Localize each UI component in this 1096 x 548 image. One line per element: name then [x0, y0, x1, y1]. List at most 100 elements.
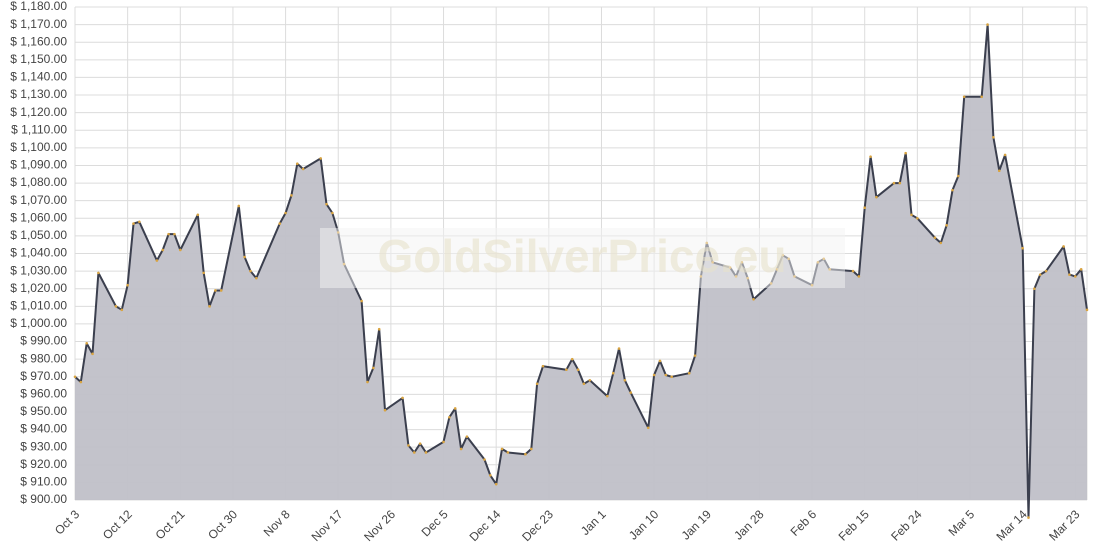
point: [178, 248, 182, 252]
point: [1038, 273, 1042, 276]
x-tick-label: Dec 23: [519, 507, 556, 544]
point: [851, 269, 855, 273]
point: [646, 426, 650, 430]
point: [79, 380, 83, 384]
point: [693, 354, 697, 357]
x-tick-label: Feb 6: [788, 507, 820, 539]
point: [442, 440, 445, 444]
y-tick-label: $ 1,100.00: [10, 140, 67, 154]
watermark-box: [320, 228, 845, 288]
point: [138, 220, 141, 224]
point: [120, 308, 124, 312]
x-tick-label: Jan 10: [626, 507, 662, 543]
point: [126, 283, 129, 287]
point: [535, 382, 539, 386]
point: [875, 195, 878, 199]
y-tick-label: $ 1,160.00: [10, 34, 67, 48]
point: [418, 442, 422, 445]
point: [249, 269, 252, 273]
point: [576, 368, 580, 372]
point: [319, 157, 322, 160]
y-tick-label: $ 950.00: [20, 404, 67, 418]
y-tick-label: $ 1,050.00: [10, 228, 67, 242]
point: [255, 276, 258, 280]
point: [173, 232, 176, 236]
x-tick-label: Nov 26: [361, 507, 398, 544]
point: [992, 135, 995, 139]
point: [448, 415, 451, 419]
point: [892, 181, 896, 185]
point: [91, 352, 94, 356]
point: [997, 169, 1001, 173]
point: [465, 435, 469, 438]
point: [687, 371, 691, 375]
point: [582, 382, 586, 386]
y-tick-label: $ 920.00: [20, 457, 67, 471]
point: [933, 236, 937, 239]
y-tick-label: $ 960.00: [20, 387, 67, 401]
watermark: GoldSilverPrice.eu: [377, 230, 786, 282]
point: [97, 271, 100, 275]
point: [1074, 275, 1077, 278]
point: [167, 232, 170, 236]
point: [372, 366, 375, 370]
point: [114, 305, 118, 308]
point: [237, 204, 241, 208]
point: [243, 255, 246, 259]
point: [196, 213, 200, 217]
point: [155, 259, 159, 262]
y-tick-label: $ 1,000.00: [10, 316, 67, 330]
y-tick-label: $ 1,020.00: [10, 281, 67, 295]
point: [202, 271, 205, 275]
point: [986, 23, 989, 26]
y-tick-label: $ 1,040.00: [10, 246, 67, 260]
y-tick-label: $ 1,070.00: [10, 193, 67, 207]
y-tick-label: $ 990.00: [20, 334, 67, 348]
point: [331, 211, 334, 215]
y-tick-label: $ 1,120.00: [10, 105, 67, 119]
y-tick-label: $ 970.00: [20, 369, 67, 383]
point: [904, 151, 907, 155]
x-tick-label: Feb 15: [836, 507, 873, 544]
x-tick-label: Jan 1: [578, 507, 609, 538]
x-tick-label: Jan 19: [679, 507, 715, 543]
point: [951, 188, 954, 192]
point: [278, 222, 282, 225]
y-tick-label: $ 1,080.00: [10, 175, 67, 189]
point: [1079, 268, 1083, 271]
point: [541, 364, 545, 368]
y-tick-label: $ 1,180.00: [10, 0, 67, 13]
x-tick-label: Jan 28: [731, 507, 767, 543]
point: [1062, 245, 1065, 248]
y-tick-label: $ 900.00: [20, 492, 67, 506]
point: [407, 444, 410, 447]
point: [945, 224, 948, 227]
point: [412, 451, 416, 454]
point: [910, 213, 913, 217]
point: [962, 95, 966, 99]
y-tick-label: $ 980.00: [20, 351, 67, 365]
point: [161, 248, 165, 252]
x-tick-label: Oct 3: [52, 507, 82, 537]
point: [565, 368, 568, 372]
point: [1033, 287, 1036, 291]
point: [1021, 246, 1024, 250]
x-tick-label: Mar 5: [946, 507, 978, 539]
y-tick-label: $ 930.00: [20, 439, 67, 453]
point: [652, 373, 656, 377]
point: [664, 373, 668, 377]
y-tick-label: $ 1,170.00: [10, 17, 67, 31]
point: [588, 378, 592, 382]
point: [529, 447, 533, 451]
y-tick-label: $ 1,130.00: [10, 87, 67, 101]
point: [500, 447, 504, 451]
x-tick-label: Feb 24: [888, 507, 925, 544]
point: [132, 222, 135, 225]
y-tick-label: $ 1,140.00: [10, 70, 67, 84]
point: [869, 155, 872, 158]
y-tick-label: $ 1,110.00: [11, 122, 67, 136]
point: [219, 289, 223, 292]
point: [617, 347, 621, 350]
x-tick-label: Dec 14: [467, 507, 504, 544]
point: [360, 299, 363, 303]
